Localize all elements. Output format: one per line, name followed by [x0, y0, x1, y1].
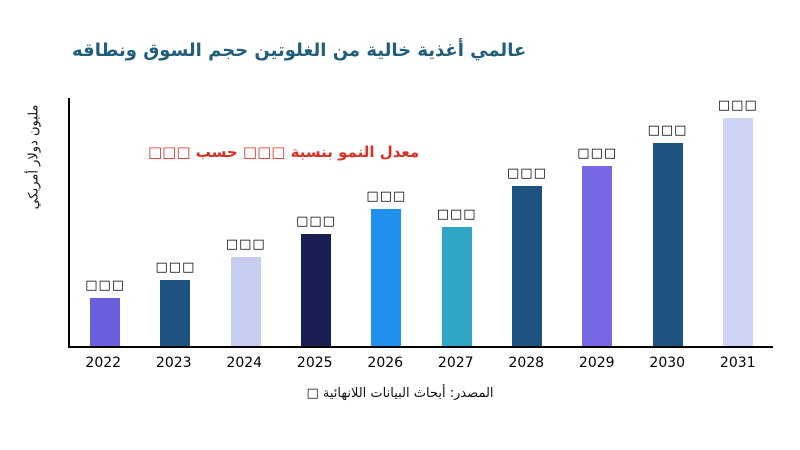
bar — [652, 143, 683, 346]
bar-value-label: □□□ — [366, 189, 407, 204]
source-note: المصدر: أبحاث البيانات اللانهائية □ — [306, 386, 494, 401]
x-axis-tick-label: 2022 — [85, 355, 122, 371]
bar — [301, 234, 332, 346]
bar-column: □□□ — [492, 98, 562, 346]
bar-column: □□□ — [140, 98, 210, 346]
x-axis-labels: 2022 2023 2024 2025 2026 2027 2028 2029 2030 2031 — [68, 355, 773, 371]
x-axis-tick-label: 2027 — [437, 355, 474, 371]
bar-value-label: □□□ — [577, 146, 618, 161]
plot-area: □□□ □□□ □□□ □□□ □□□ □□□ □□□ □□□ □□□ □□□ — [68, 98, 773, 348]
bar — [230, 257, 261, 346]
bar-value-label: □□□ — [647, 123, 688, 138]
chart-title: عالمي أغذية خالية من الغلوتين حجم السوق … — [72, 40, 527, 61]
bar — [722, 118, 753, 346]
bar-column: □□□ — [632, 98, 702, 346]
x-axis-tick-label: 2029 — [578, 355, 615, 371]
x-axis-tick-label: 2031 — [719, 355, 756, 371]
x-axis-tick-label: 2026 — [367, 355, 404, 371]
x-axis-tick-label: 2024 — [226, 355, 263, 371]
bar — [371, 209, 402, 346]
bar-column: □□□ — [351, 98, 421, 346]
bar-column: □□□ — [70, 98, 140, 346]
bar — [160, 280, 191, 346]
y-axis-label: مليون دولار أمريكي — [26, 104, 42, 210]
bar-value-label: □□□ — [85, 278, 126, 293]
bar-value-label: □□□ — [296, 214, 336, 229]
bar-column: □□□ — [281, 98, 351, 346]
bars: □□□ □□□ □□□ □□□ □□□ □□□ □□□ □□□ □□□ □□□ — [70, 98, 773, 346]
bar-column: □□□ — [211, 98, 281, 346]
bar-value-label: □□□ — [225, 237, 266, 252]
bar-value-label: □□□ — [436, 207, 477, 222]
bar-value-label: □□□ — [507, 166, 547, 181]
bar-column: □□□ — [562, 98, 632, 346]
x-axis-tick-label: 2030 — [649, 355, 686, 371]
x-axis-tick-label: 2025 — [296, 355, 333, 371]
bar — [511, 186, 542, 346]
bar-column: □□□ — [703, 98, 773, 346]
bar — [90, 298, 121, 346]
growth-annotation: معدل النمو بنسبة □□□ حسب □□□ — [148, 143, 420, 161]
bar — [441, 227, 472, 346]
bar-column: □□□ — [421, 98, 491, 346]
bar — [582, 166, 613, 346]
bar-value-label: □□□ — [717, 98, 758, 113]
x-axis-tick-label: 2023 — [155, 355, 192, 371]
x-axis-tick-label: 2028 — [508, 355, 545, 371]
bar-value-label: □□□ — [155, 260, 196, 275]
